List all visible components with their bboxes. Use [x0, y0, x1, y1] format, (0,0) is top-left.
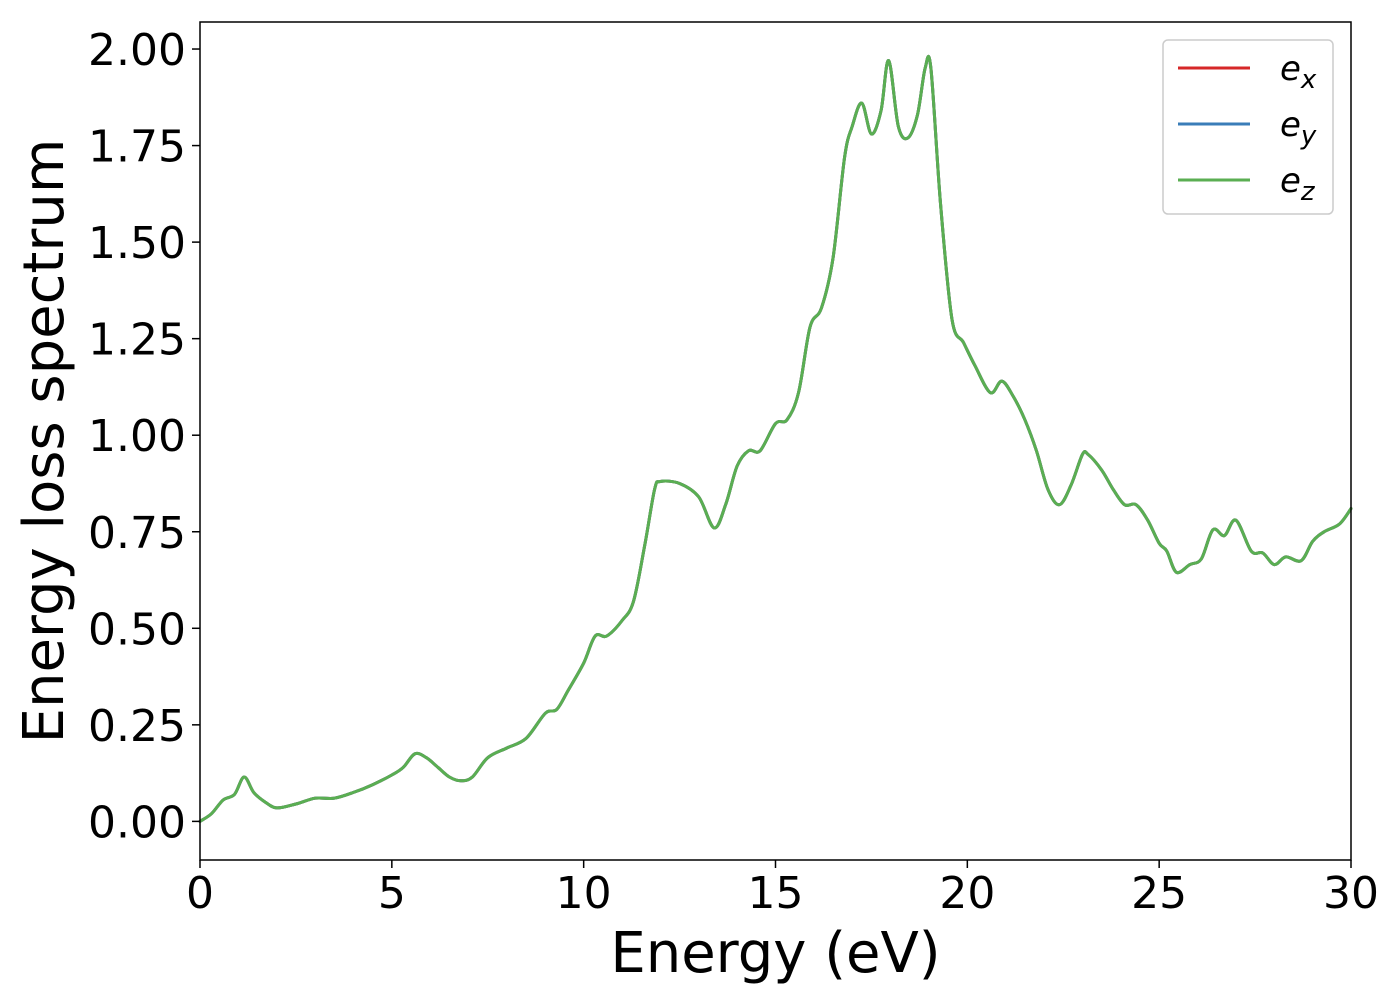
x-tick-label: 20: [939, 868, 995, 919]
legend-label-subscript: y: [1300, 121, 1317, 151]
x-tick-label: 5: [378, 868, 406, 919]
ticks-layer: 0 5 10 15 20 25 30 0.00 0.25 0.50 0.75 1.00 1.25 1.50…: [88, 25, 1379, 919]
y-tick-label: 2.00: [88, 25, 186, 76]
legend-label-base: e: [1280, 161, 1301, 201]
y-tick-label: 0.75: [88, 508, 186, 559]
y-tick-label: 1.00: [88, 411, 186, 462]
y-tick-label: 0.50: [88, 604, 186, 655]
x-tick-label: 25: [1131, 868, 1187, 919]
x-axis-title: Energy (eV): [610, 921, 940, 986]
legend-label: ey: [1280, 105, 1317, 151]
x-tick-label: 30: [1323, 868, 1379, 919]
legend-label-subscript: z: [1300, 177, 1316, 207]
y-tick-label: 1.25: [88, 315, 186, 366]
y-tick-label: 1.75: [88, 122, 186, 173]
series-layer: [198, 54, 1353, 823]
series-line-e-z: [198, 54, 1353, 823]
y-tick-label: 0.00: [88, 797, 186, 848]
y-tick-label: 0.25: [88, 701, 186, 752]
y-axis-title: Energy loss spectrum: [12, 139, 77, 744]
legend-label-subscript: x: [1300, 65, 1317, 95]
x-tick-label: 0: [186, 868, 214, 919]
x-tick-label: 15: [748, 868, 804, 919]
legend-label: ex: [1280, 49, 1317, 95]
legend-label-base: e: [1280, 105, 1301, 145]
legend-label-base: e: [1280, 49, 1301, 89]
legend-box: [1162, 39, 1334, 215]
y-tick-label: 1.50: [88, 218, 186, 269]
legend-label: ez: [1280, 161, 1316, 207]
x-tick-label: 10: [556, 868, 612, 919]
